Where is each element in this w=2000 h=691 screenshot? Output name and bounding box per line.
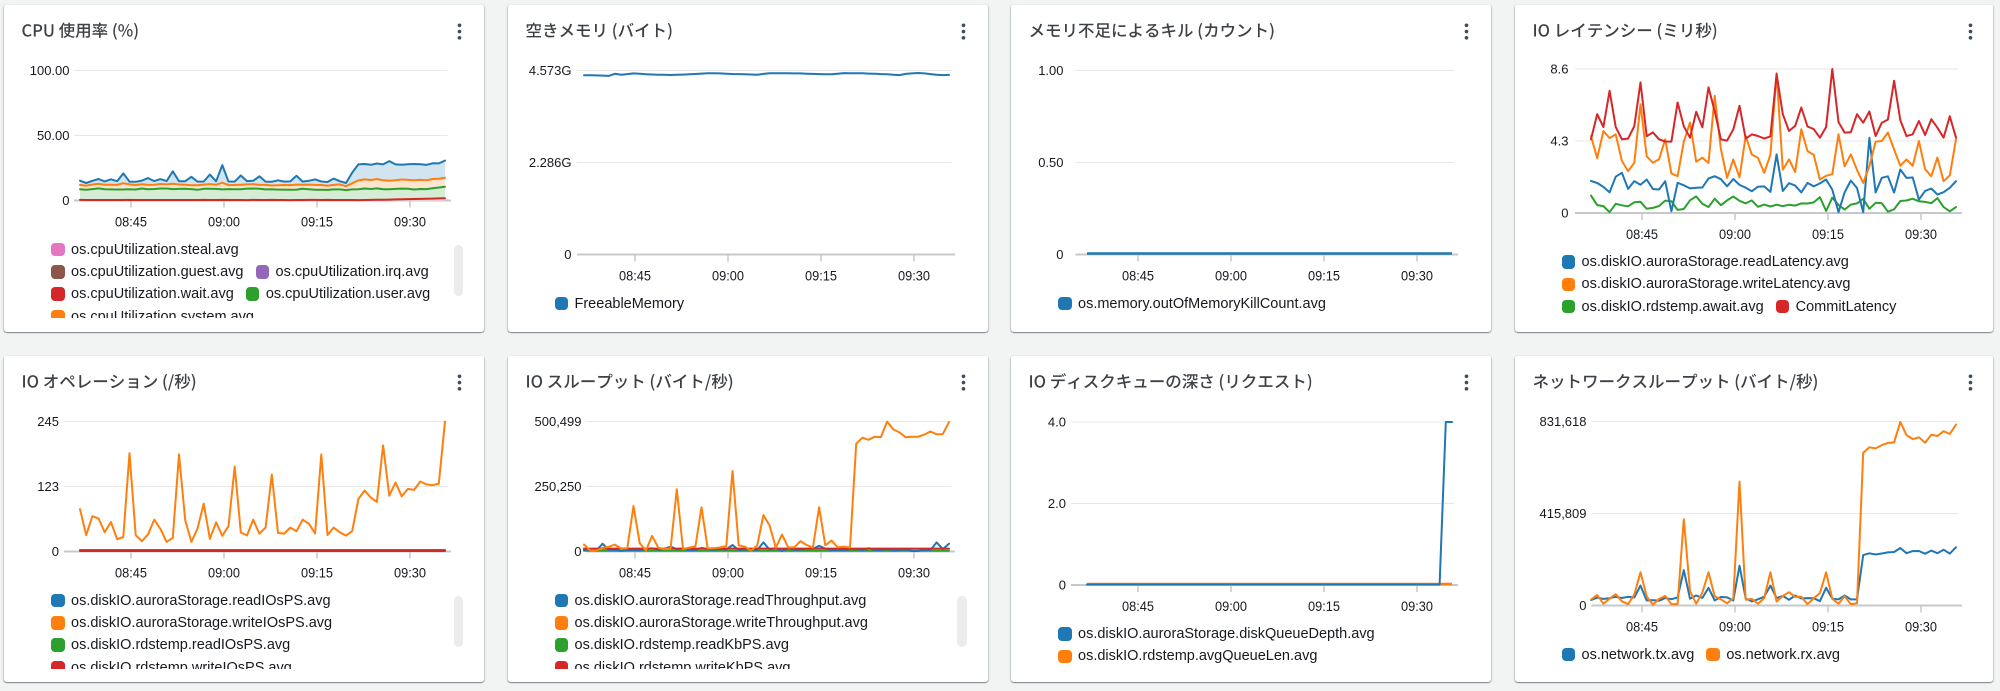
svg-text:0: 0 (574, 544, 581, 559)
svg-text:50.00: 50.00 (37, 128, 70, 143)
svg-text:08:45: 08:45 (619, 565, 651, 581)
svg-text:4.0: 4.0 (1048, 415, 1066, 430)
svg-text:09:00: 09:00 (208, 565, 240, 581)
svg-text:09:30: 09:30 (394, 214, 426, 230)
svg-text:08:45: 08:45 (1626, 619, 1658, 635)
svg-text:09:30: 09:30 (1905, 619, 1937, 635)
svg-text:09:00: 09:00 (712, 565, 744, 581)
svg-text:09:15: 09:15 (1308, 268, 1340, 284)
svg-text:123: 123 (37, 479, 59, 494)
svg-text:09:15: 09:15 (301, 214, 333, 230)
svg-text:0: 0 (1579, 598, 1586, 613)
svg-text:09:30: 09:30 (1401, 598, 1433, 614)
svg-text:1.00: 1.00 (1038, 63, 1063, 78)
svg-text:09:00: 09:00 (1719, 619, 1751, 635)
svg-text:100.00: 100.00 (30, 63, 70, 78)
svg-text:4.573G: 4.573G (528, 63, 571, 78)
svg-text:4.3: 4.3 (1550, 134, 1568, 149)
svg-text:250,250: 250,250 (534, 479, 581, 494)
svg-text:0.50: 0.50 (1038, 155, 1063, 170)
svg-text:09:00: 09:00 (208, 214, 240, 230)
svg-text:831,618: 831,618 (1539, 414, 1586, 429)
svg-text:500,499: 500,499 (534, 414, 581, 429)
svg-text:09:15: 09:15 (301, 565, 333, 581)
svg-text:09:15: 09:15 (805, 268, 837, 284)
svg-text:09:15: 09:15 (1812, 619, 1844, 635)
svg-text:0: 0 (564, 247, 571, 262)
svg-text:08:45: 08:45 (619, 268, 651, 284)
svg-text:09:15: 09:15 (1308, 598, 1340, 614)
svg-text:09:00: 09:00 (712, 268, 744, 284)
svg-text:08:45: 08:45 (1122, 598, 1154, 614)
svg-text:08:45: 08:45 (115, 214, 147, 230)
svg-text:0: 0 (1561, 206, 1568, 221)
svg-text:0: 0 (62, 193, 69, 208)
svg-text:2.0: 2.0 (1048, 496, 1066, 511)
svg-text:09:30: 09:30 (394, 565, 426, 581)
svg-text:09:30: 09:30 (898, 565, 930, 581)
svg-text:08:45: 08:45 (1122, 268, 1154, 284)
svg-text:0: 0 (1059, 578, 1066, 593)
svg-text:245: 245 (37, 414, 59, 429)
svg-text:415,809: 415,809 (1539, 506, 1586, 521)
svg-text:0: 0 (1056, 247, 1063, 262)
svg-text:09:00: 09:00 (1719, 226, 1751, 242)
svg-text:08:45: 08:45 (115, 565, 147, 581)
svg-text:09:30: 09:30 (1905, 226, 1937, 242)
svg-text:08:45: 08:45 (1626, 226, 1658, 242)
svg-text:09:30: 09:30 (1401, 268, 1433, 284)
svg-text:2.286G: 2.286G (528, 155, 571, 170)
svg-text:09:15: 09:15 (1812, 226, 1844, 242)
svg-text:09:30: 09:30 (898, 268, 930, 284)
svg-text:0: 0 (52, 544, 59, 559)
svg-text:09:15: 09:15 (805, 565, 837, 581)
svg-text:09:00: 09:00 (1215, 268, 1247, 284)
svg-text:09:00: 09:00 (1215, 598, 1247, 614)
svg-text:8.6: 8.6 (1550, 62, 1568, 77)
